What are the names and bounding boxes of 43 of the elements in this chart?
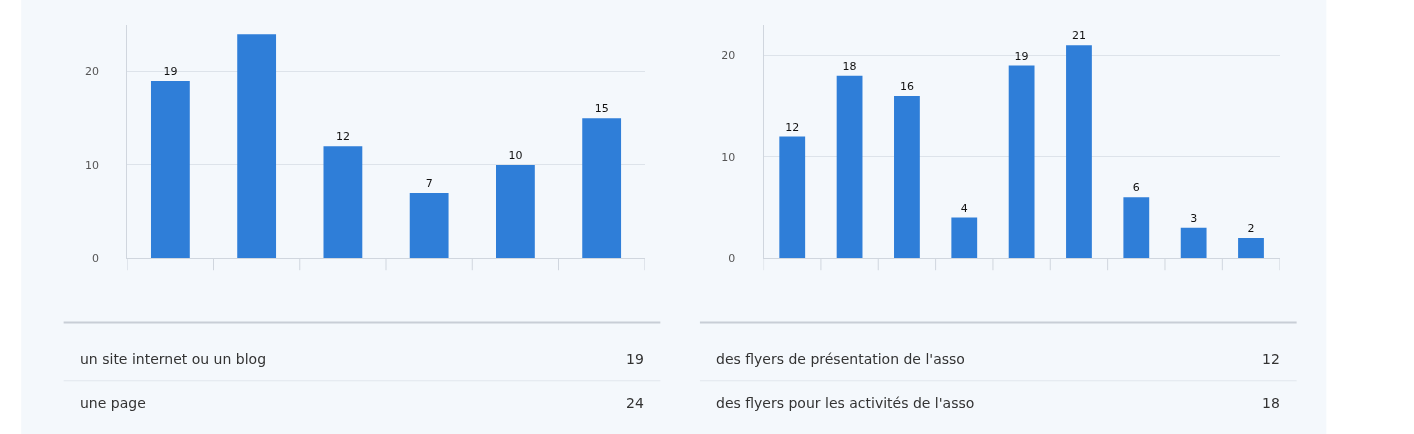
bar xyxy=(779,136,806,259)
text: des flyers de présentation de l'asso xyxy=(716,351,965,367)
data-label: 16 xyxy=(899,79,914,93)
bar xyxy=(894,95,920,259)
data-label: 12 xyxy=(335,130,350,144)
bar xyxy=(582,118,622,259)
text: 19 xyxy=(626,351,644,367)
text: 24 xyxy=(626,395,644,411)
bar xyxy=(1008,65,1035,259)
data-label: 12 xyxy=(785,120,800,134)
y-tick-label: 10 xyxy=(85,158,100,172)
bar xyxy=(1123,197,1150,259)
text: 18 xyxy=(1262,395,1280,411)
bar xyxy=(409,192,449,259)
text: un site internet ou un blog xyxy=(80,351,267,367)
bar xyxy=(1066,45,1092,259)
bar xyxy=(496,164,535,259)
data-label: 4 xyxy=(960,201,968,215)
text: 12 xyxy=(1262,351,1280,367)
y-tick-label: 0 xyxy=(92,252,100,266)
bar xyxy=(237,34,277,259)
bar xyxy=(150,80,190,259)
bar xyxy=(1180,227,1207,259)
bar xyxy=(836,75,863,259)
data-label: 19 xyxy=(163,64,178,78)
y-tick-label: 20 xyxy=(721,49,736,63)
data-label: 10 xyxy=(508,148,523,162)
y-tick-label: 20 xyxy=(85,65,100,79)
data-label: 19 xyxy=(1014,49,1029,63)
data-label: 7 xyxy=(425,176,433,190)
data-label: 2 xyxy=(1247,221,1255,235)
data-label: 15 xyxy=(594,102,609,116)
y-tick-label: 10 xyxy=(721,150,736,164)
text: des flyers pour les activités de l'asso xyxy=(716,395,975,411)
y-tick-label: 0 xyxy=(728,252,736,266)
bar xyxy=(1238,237,1264,259)
data-label: 18 xyxy=(842,59,857,73)
bar xyxy=(323,146,363,259)
text: une page xyxy=(80,395,146,411)
bar xyxy=(951,217,978,259)
data-label: 6 xyxy=(1132,181,1140,195)
data-label: 21 xyxy=(1071,29,1086,43)
data-label: 3 xyxy=(1190,211,1198,225)
